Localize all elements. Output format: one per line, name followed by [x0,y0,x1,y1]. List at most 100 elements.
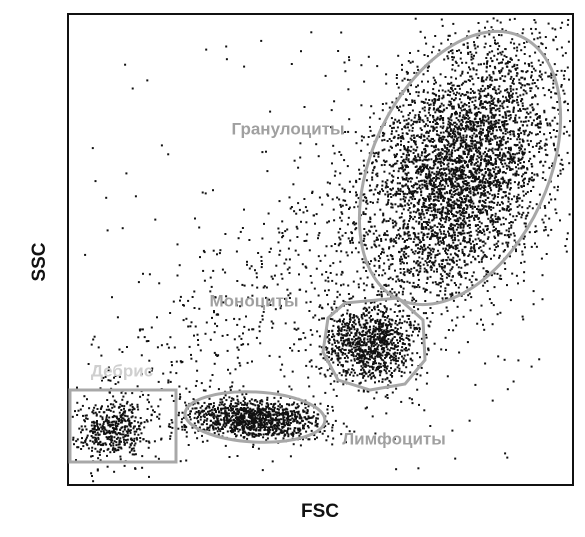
dot [464,176,467,179]
dot [405,177,408,180]
dot [348,297,351,300]
dot [522,140,524,143]
dot [501,182,504,185]
dot [358,332,361,335]
dot [343,349,346,351]
dot [445,259,448,262]
dot [465,146,468,149]
dot [406,321,409,324]
dot [448,246,451,248]
dot [356,374,359,377]
dot [437,200,440,202]
dot [391,206,394,209]
dot [390,347,393,350]
dot [476,186,479,189]
dot [519,108,521,111]
dot [375,245,378,248]
dot [358,340,361,343]
dot [446,210,449,213]
dot [456,316,459,319]
dot [375,236,378,239]
dot [346,370,349,373]
dot [429,167,432,170]
dot [497,171,500,174]
dot [487,169,490,172]
dot [449,246,452,248]
dot [452,275,454,278]
dot [433,181,435,184]
dot [488,162,491,164]
dot [419,136,422,139]
dot [405,156,408,159]
dot [379,329,382,332]
dot [415,326,418,329]
dot [554,208,557,211]
dot [405,337,408,339]
dot [406,232,409,235]
dot [482,240,485,243]
dot [413,116,416,119]
dot [394,322,397,325]
dot [448,126,451,129]
dot [441,183,444,186]
dot [426,277,429,280]
dot [471,134,474,137]
dot [433,270,436,273]
dot [456,244,459,247]
dot [470,246,473,249]
dot [353,326,355,329]
dot [426,186,429,188]
dot [530,61,533,64]
dot [510,94,513,97]
dot [444,297,447,300]
dot [411,251,414,254]
dot [403,281,406,284]
dot [440,225,443,228]
dot [331,351,334,354]
dot [395,222,398,225]
dot [495,183,498,186]
dot [542,164,545,167]
dot [501,163,504,166]
dot [510,221,513,223]
dot [380,339,383,342]
dot [458,92,461,95]
dot [450,114,453,117]
dot [391,343,394,346]
dot [490,100,493,103]
dot [362,368,365,371]
dot [356,345,359,348]
dot [429,178,432,181]
dot [470,149,473,152]
dot [535,230,538,233]
dot [425,180,428,183]
dot [436,254,439,256]
dot [460,170,463,173]
dot [372,335,375,338]
dot [461,248,464,251]
dot [387,277,390,280]
dot [543,94,546,97]
dot [353,346,356,349]
dot [339,172,342,175]
dot [498,232,501,235]
dot [553,63,556,66]
dot [337,50,340,52]
dot [466,42,469,45]
dot [496,220,499,223]
dot [464,201,467,204]
dot [497,88,500,91]
dot [350,338,353,341]
dot [459,74,462,77]
dot [464,147,467,150]
dot [411,359,414,362]
dot [491,174,494,177]
dot [536,133,539,136]
dot [428,65,430,68]
dot [402,223,405,226]
dot [406,193,409,196]
dot [500,144,503,147]
dot [417,238,420,241]
dot [426,55,429,58]
dot [518,197,521,200]
